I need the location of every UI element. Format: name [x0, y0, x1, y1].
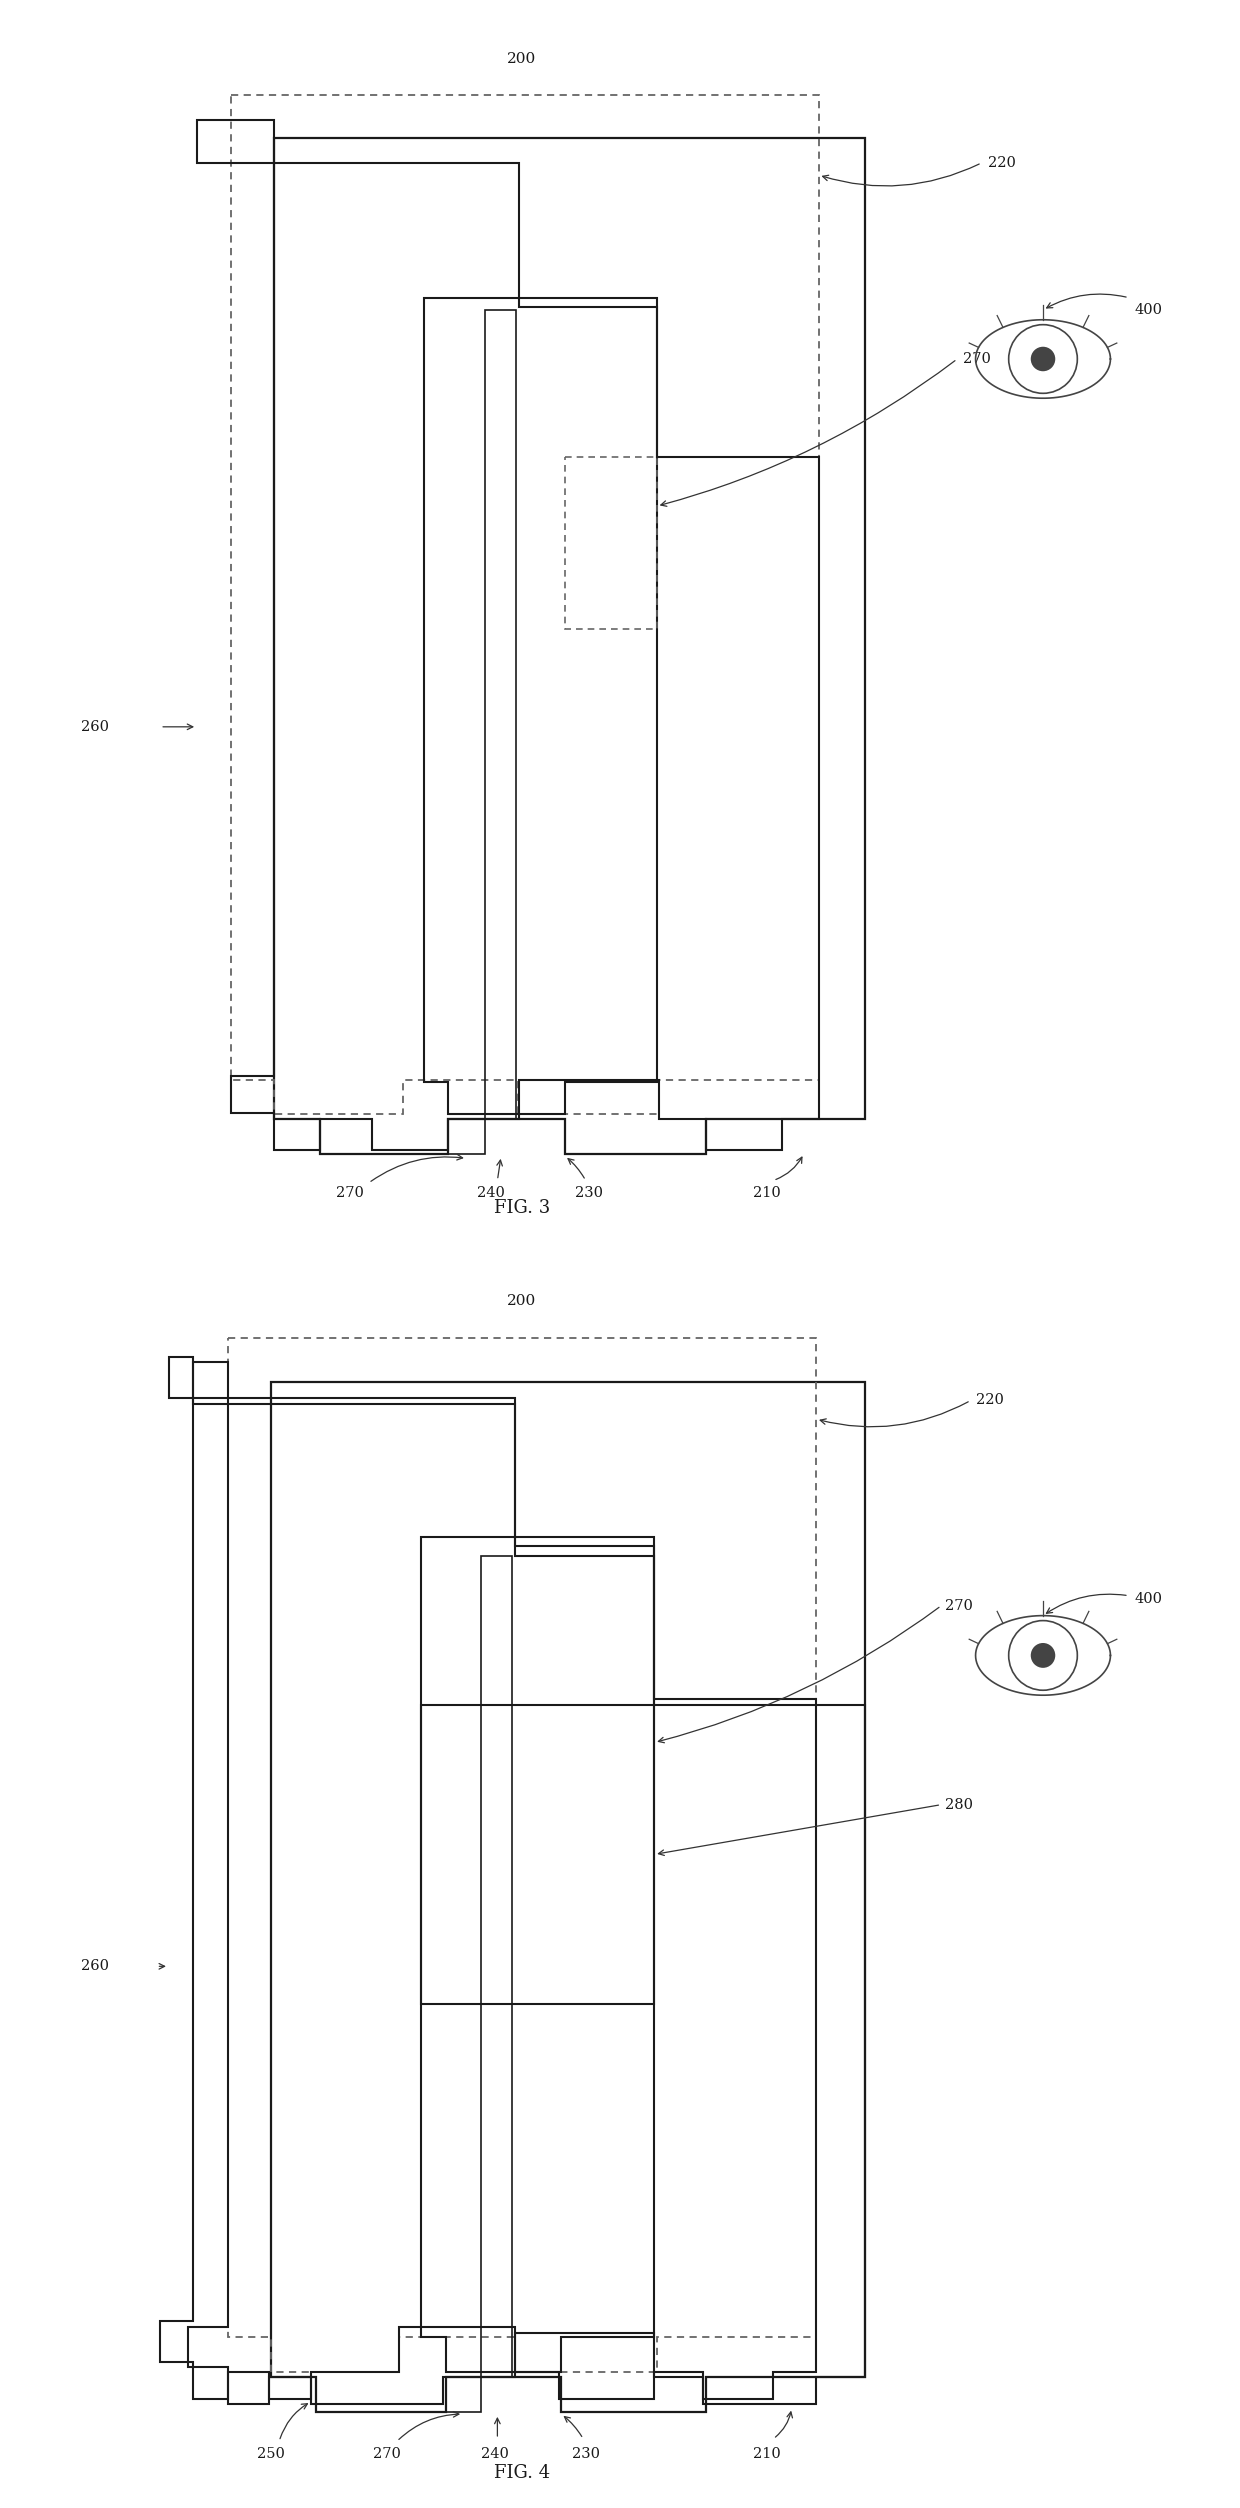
Text: 200: 200 [507, 1294, 537, 1309]
Text: 220: 220 [988, 155, 1016, 171]
Text: 400: 400 [1135, 1593, 1163, 1608]
Text: 240: 240 [477, 1186, 505, 1199]
Text: 240: 240 [481, 2448, 508, 2460]
Text: 230: 230 [575, 1186, 604, 1199]
Text: 260: 260 [81, 720, 109, 735]
Text: 270: 270 [963, 351, 991, 366]
Text: 200: 200 [507, 53, 537, 65]
Text: 260: 260 [81, 1959, 109, 1974]
Text: 210: 210 [753, 1186, 781, 1199]
Text: 270: 270 [336, 1186, 365, 1199]
Text: 220: 220 [976, 1394, 1003, 1407]
Text: 250: 250 [257, 2448, 284, 2460]
Text: 210: 210 [753, 2448, 781, 2460]
Circle shape [1030, 346, 1055, 371]
Text: 230: 230 [572, 2448, 600, 2460]
Text: FIG. 4: FIG. 4 [494, 2465, 551, 2483]
Text: 270: 270 [945, 1598, 973, 1613]
Text: 280: 280 [945, 1798, 973, 1811]
Circle shape [1030, 1643, 1055, 1668]
Text: FIG. 3: FIG. 3 [494, 1199, 551, 1216]
Text: 270: 270 [373, 2448, 401, 2460]
Text: 400: 400 [1135, 303, 1163, 316]
